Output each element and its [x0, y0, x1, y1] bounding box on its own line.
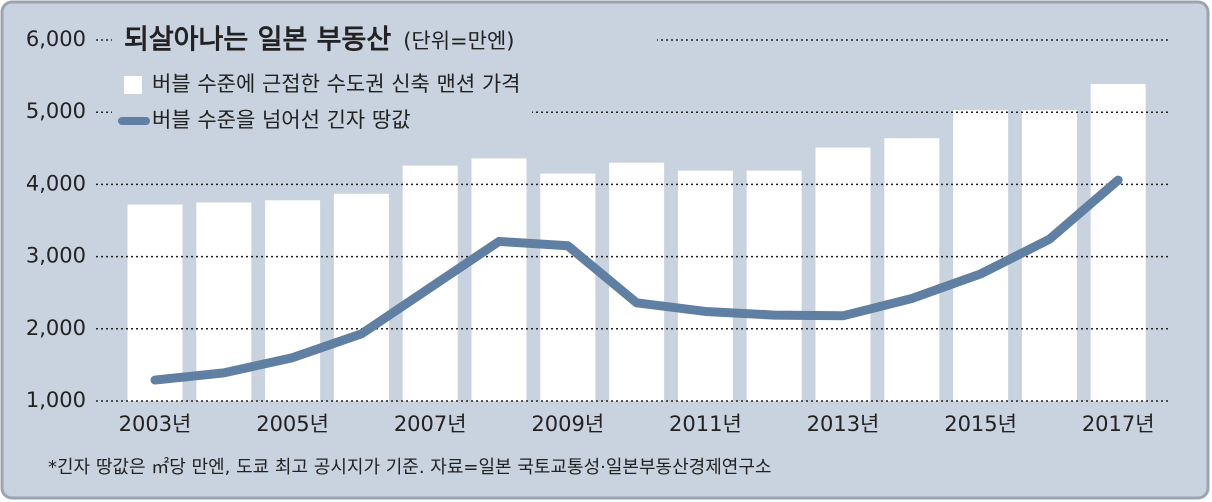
x-tick-label: 2005년 — [256, 412, 329, 436]
bar — [1090, 84, 1146, 402]
bar — [884, 138, 940, 401]
bar — [471, 158, 527, 401]
chart-title: 되살아나는 일본 부동산 — [124, 25, 391, 56]
bar — [540, 173, 596, 401]
legend-swatch — [124, 76, 142, 94]
bar — [127, 204, 183, 401]
title-background — [112, 22, 657, 58]
line-series — [150, 175, 1123, 385]
y-tick-label: 5,000 — [26, 99, 86, 123]
footnote: *긴자 땅값은 ㎡당 만엔, 도쿄 최고 공시지가 기준. 자료=일본 국토교통… — [48, 456, 771, 478]
bar — [677, 170, 733, 401]
x-tick-label: 2007년 — [394, 412, 467, 436]
bar — [1021, 110, 1077, 401]
y-tick-label: 3,000 — [26, 244, 86, 268]
legend-background — [112, 104, 532, 138]
y-tick-label: 6,000 — [26, 27, 86, 51]
bar — [746, 170, 802, 401]
x-tick-label: 2017년 — [1082, 412, 1155, 436]
bar — [815, 147, 871, 401]
y-tick-label: 2,000 — [26, 316, 86, 340]
x-tick-label: 2009년 — [531, 412, 604, 436]
x-tick-label: 2011년 — [669, 412, 742, 436]
x-tick-label: 2015년 — [944, 412, 1017, 436]
y-tick-label: 1,000 — [26, 388, 86, 412]
legend-background — [112, 68, 702, 102]
legend-label: 버블 수준에 근접한 수도권 신축 맨션 가격 — [152, 72, 521, 96]
bar — [333, 193, 389, 401]
y-tick-label: 4,000 — [26, 171, 86, 195]
x-tick-label: 2003년 — [119, 412, 192, 436]
bar — [953, 110, 1009, 401]
legend-label: 버블 수준을 넘어선 긴자 땅값 — [152, 108, 411, 132]
x-tick-label: 2013년 — [807, 412, 880, 436]
chart-subtitle: (단위=만엔) — [403, 29, 514, 53]
bar — [265, 200, 321, 401]
